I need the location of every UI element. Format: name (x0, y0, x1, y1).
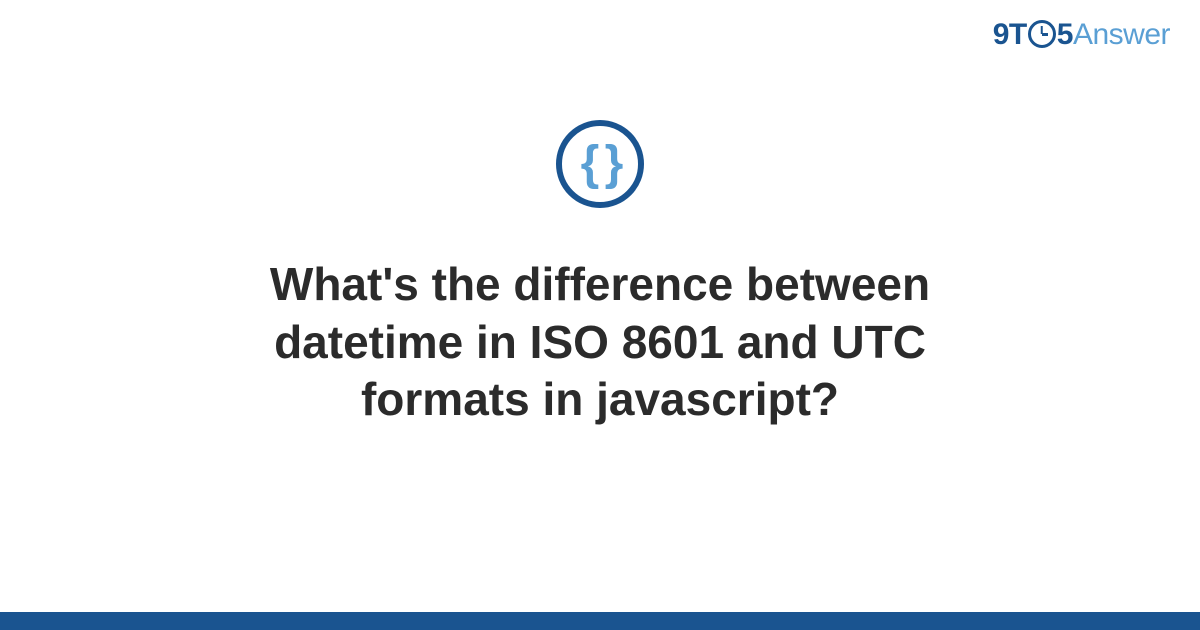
logo-text-5: 5 (1057, 18, 1073, 51)
clock-icon (1028, 20, 1056, 48)
code-braces-icon: { } (581, 140, 620, 188)
bottom-accent-bar (0, 612, 1200, 630)
logo-text-9t: 9T (993, 18, 1027, 51)
logo-text-answer: Answer (1073, 18, 1170, 51)
site-logo: 9T 5Answer (993, 18, 1170, 52)
question-title: What's the difference between datetime i… (150, 256, 1050, 429)
main-content: { } What's the difference between dateti… (0, 120, 1200, 429)
category-icon-circle: { } (556, 120, 644, 208)
